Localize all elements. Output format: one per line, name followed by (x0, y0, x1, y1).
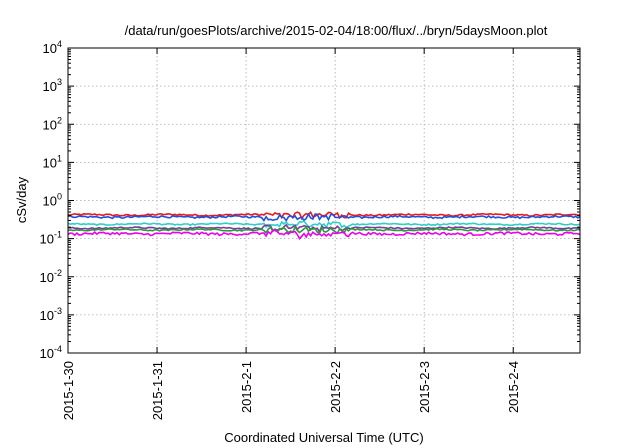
y-axis: 10-4 10-3 10-2 10-1 100 101 102 103 104 (40, 39, 580, 361)
x-tick-label: 2015-2-1 (239, 361, 254, 413)
y-axis-label: cSv/day (14, 176, 29, 223)
y-tick-label: 10-3 (40, 306, 62, 323)
x-tick-label: 2015-1-30 (61, 361, 76, 420)
x-tick-label: 2015-2-2 (328, 361, 343, 413)
y-tick-label: 10-2 (40, 268, 62, 285)
y-tick-label: 104 (43, 39, 62, 56)
y-tick-label: 101 (43, 153, 62, 170)
series-line-3 (67, 220, 581, 230)
chart-title: /data/run/goesPlots/archive/2015-02-04/1… (125, 23, 548, 38)
x-tick-label: 2015-2-4 (506, 361, 521, 413)
y-tick-label: 102 (43, 115, 62, 132)
series-line-6 (67, 229, 581, 240)
y-tick-label: 10-4 (40, 344, 62, 361)
y-tick-label: 10-1 (40, 230, 62, 247)
x-axis-label: Coordinated Universal Time (UTC) (224, 430, 423, 445)
series-line-2 (67, 212, 581, 223)
grid (68, 48, 580, 353)
series-line-5 (67, 225, 581, 235)
y-tick-label: 103 (43, 77, 62, 94)
y-tick-label: 100 (43, 192, 62, 209)
x-tick-label: 2015-2-3 (417, 361, 432, 413)
x-axis: 2015-1-30 2015-1-31 2015-2-1 2015-2-2 2015-2… (61, 48, 521, 420)
series-line-1 (67, 210, 581, 221)
series-group (67, 210, 581, 240)
x-tick-label: 2015-1-31 (150, 361, 165, 420)
